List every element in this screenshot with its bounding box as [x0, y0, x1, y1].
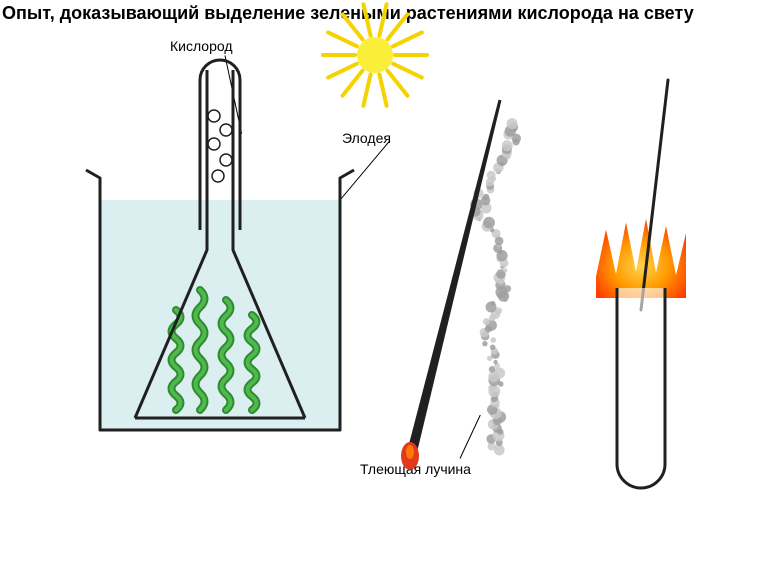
flaming-tube — [0, 0, 769, 569]
